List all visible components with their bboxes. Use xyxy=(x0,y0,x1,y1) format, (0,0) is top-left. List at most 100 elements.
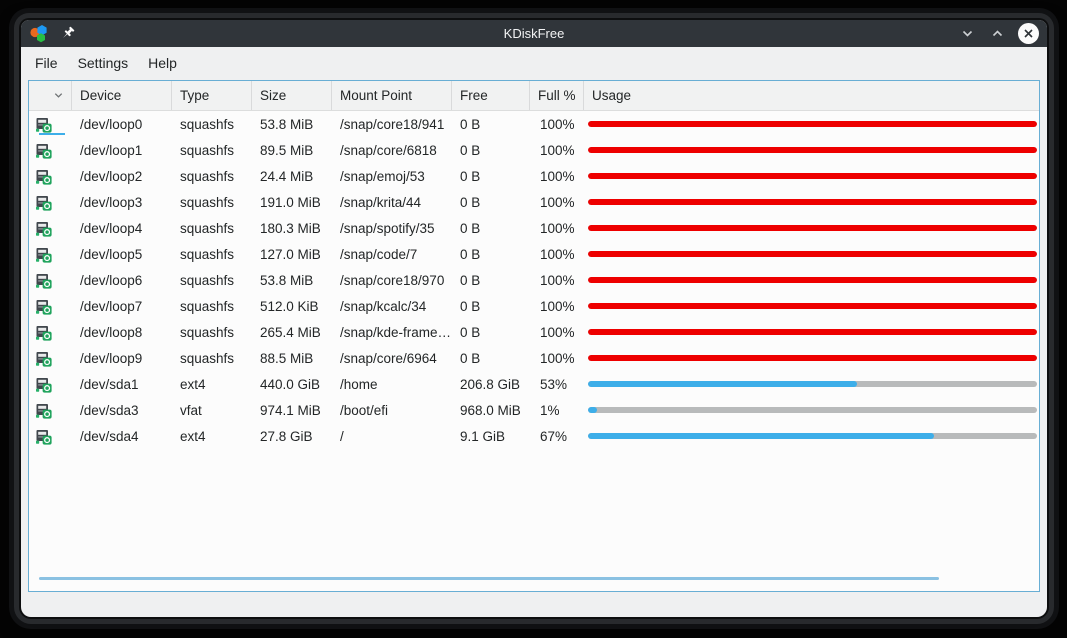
usage-cell xyxy=(584,173,1039,179)
harddisk-mounted-icon xyxy=(36,195,52,211)
device-cell: /dev/loop0 xyxy=(80,116,143,132)
usage-bar-track xyxy=(588,251,1037,257)
maximize-button[interactable] xyxy=(988,25,1006,43)
size-cell: 53.8 MiB xyxy=(260,116,314,132)
kdiskfree-app-icon[interactable] xyxy=(28,23,49,44)
free-cell: 0 B xyxy=(460,350,481,366)
type-cell: squashfs xyxy=(180,116,235,132)
usage-bar-fill xyxy=(588,251,1037,257)
device-icon-cell xyxy=(29,163,72,189)
minimize-button[interactable] xyxy=(958,25,976,43)
usage-bar-fill xyxy=(588,199,1037,205)
device-icon-cell xyxy=(29,241,72,267)
free-cell: 0 B xyxy=(460,220,481,236)
table-row[interactable]: /dev/loop1 squashfs 89.5 MiB /snap/core/… xyxy=(29,137,1039,163)
device-icon-cell xyxy=(29,267,72,293)
type-cell: vfat xyxy=(180,402,202,418)
table-row[interactable]: /dev/sda1 ext4 440.0 GiB /home 206.8 GiB… xyxy=(29,371,1039,397)
full-percent-cell: 100% xyxy=(540,272,575,288)
type-cell: squashfs xyxy=(180,272,235,288)
device-icon-cell xyxy=(29,371,72,397)
free-cell: 0 B xyxy=(460,298,481,314)
table-row[interactable]: /dev/loop4 squashfs 180.3 MiB /snap/spot… xyxy=(29,215,1039,241)
full-percent-cell: 100% xyxy=(540,324,575,340)
mount-point-cell: / xyxy=(340,428,344,444)
column-header-free[interactable]: Free xyxy=(452,81,530,110)
size-cell: 974.1 MiB xyxy=(260,402,321,418)
free-cell: 0 B xyxy=(460,168,481,184)
free-cell: 0 B xyxy=(460,116,481,132)
table-row[interactable]: /dev/loop7 squashfs 512.0 KiB /snap/kcal… xyxy=(29,293,1039,319)
table-row[interactable]: /dev/loop5 squashfs 127.0 MiB /snap/code… xyxy=(29,241,1039,267)
usage-cell xyxy=(584,121,1039,127)
table-row[interactable]: /dev/loop0 squashfs 53.8 MiB /snap/core1… xyxy=(29,111,1039,137)
column-header-size[interactable]: Size xyxy=(252,81,332,110)
usage-bar-track xyxy=(588,277,1037,283)
pin-icon[interactable] xyxy=(58,25,76,43)
full-percent-cell: 100% xyxy=(540,298,575,314)
mount-point-cell: /snap/kcalc/34 xyxy=(340,298,427,314)
column-header-usage[interactable]: Usage xyxy=(592,88,632,103)
table-row[interactable]: /dev/loop2 squashfs 24.4 MiB /snap/emoj/… xyxy=(29,163,1039,189)
table-row[interactable]: /dev/sda4 ext4 27.8 GiB / 9.1 GiB 67% xyxy=(29,423,1039,449)
full-percent-cell: 1% xyxy=(540,402,560,418)
usage-cell xyxy=(584,329,1039,335)
usage-bar-track xyxy=(588,303,1037,309)
table-row[interactable]: /dev/loop9 squashfs 88.5 MiB /snap/core/… xyxy=(29,345,1039,371)
menu-settings[interactable]: Settings xyxy=(77,55,129,71)
device-icon-cell xyxy=(29,137,72,163)
column-header-sort[interactable] xyxy=(29,81,72,110)
menu-file[interactable]: File xyxy=(35,55,58,71)
mount-point-cell: /snap/kde-frame… xyxy=(340,324,452,340)
column-header-device[interactable]: Device xyxy=(72,81,172,110)
kdiskfree-window: KDiskFree File Settings Help xyxy=(21,20,1047,617)
table-row[interactable]: /dev/loop8 squashfs 265.4 MiB /snap/kde-… xyxy=(29,319,1039,345)
mount-point-cell: /boot/efi xyxy=(340,402,389,418)
usage-cell xyxy=(584,433,1039,439)
table-row[interactable]: /dev/loop3 squashfs 191.0 MiB /snap/krit… xyxy=(29,189,1039,215)
menu-help[interactable]: Help xyxy=(148,55,177,71)
table-header: Device Type Size Mount Point Free Full %… xyxy=(29,81,1039,111)
usage-bar-fill xyxy=(588,407,597,413)
full-percent-cell: 100% xyxy=(540,246,575,262)
device-icon-cell xyxy=(29,319,72,345)
close-button[interactable] xyxy=(1018,23,1039,44)
usage-cell xyxy=(584,407,1039,413)
usage-cell xyxy=(584,303,1039,309)
device-icon-cell xyxy=(29,397,72,423)
full-percent-cell: 100% xyxy=(540,142,575,158)
usage-cell xyxy=(584,225,1039,231)
full-percent-cell: 100% xyxy=(540,116,575,132)
harddisk-mounted-icon xyxy=(36,377,52,393)
usage-bar-track xyxy=(588,225,1037,231)
mount-point-cell: /snap/core/6964 xyxy=(340,350,437,366)
type-cell: squashfs xyxy=(180,194,235,210)
horizontal-scrollbar[interactable] xyxy=(39,577,939,580)
mount-point-cell: /snap/spotify/35 xyxy=(340,220,435,236)
harddisk-mounted-icon xyxy=(36,299,52,315)
device-icon-cell xyxy=(29,293,72,319)
usage-bar-fill xyxy=(588,225,1037,231)
usage-bar-fill xyxy=(588,277,1037,283)
table-row[interactable]: /dev/sda3 vfat 974.1 MiB /boot/efi 968.0… xyxy=(29,397,1039,423)
device-cell: /dev/sda1 xyxy=(80,376,139,392)
full-percent-cell: 67% xyxy=(540,428,568,444)
size-cell: 512.0 KiB xyxy=(260,298,319,314)
harddisk-mounted-icon xyxy=(36,169,52,185)
free-cell: 9.1 GiB xyxy=(460,428,506,444)
size-cell: 265.4 MiB xyxy=(260,324,321,340)
device-cell: /dev/sda4 xyxy=(80,428,139,444)
column-header-type[interactable]: Type xyxy=(172,81,252,110)
device-cell: /dev/loop3 xyxy=(80,194,143,210)
usage-cell xyxy=(584,277,1039,283)
column-header-full-percent[interactable]: Full % xyxy=(530,81,584,110)
mount-point-cell: /snap/core/6818 xyxy=(340,142,437,158)
table-row[interactable]: /dev/loop6 squashfs 53.8 MiB /snap/core1… xyxy=(29,267,1039,293)
device-cell: /dev/loop9 xyxy=(80,350,143,366)
titlebar[interactable]: KDiskFree xyxy=(21,20,1047,47)
type-cell: squashfs xyxy=(180,350,235,366)
free-cell: 206.8 GiB xyxy=(460,376,521,392)
column-header-mount-point[interactable]: Mount Point xyxy=(332,81,452,110)
harddisk-mounted-icon xyxy=(36,325,52,341)
free-cell: 0 B xyxy=(460,142,481,158)
